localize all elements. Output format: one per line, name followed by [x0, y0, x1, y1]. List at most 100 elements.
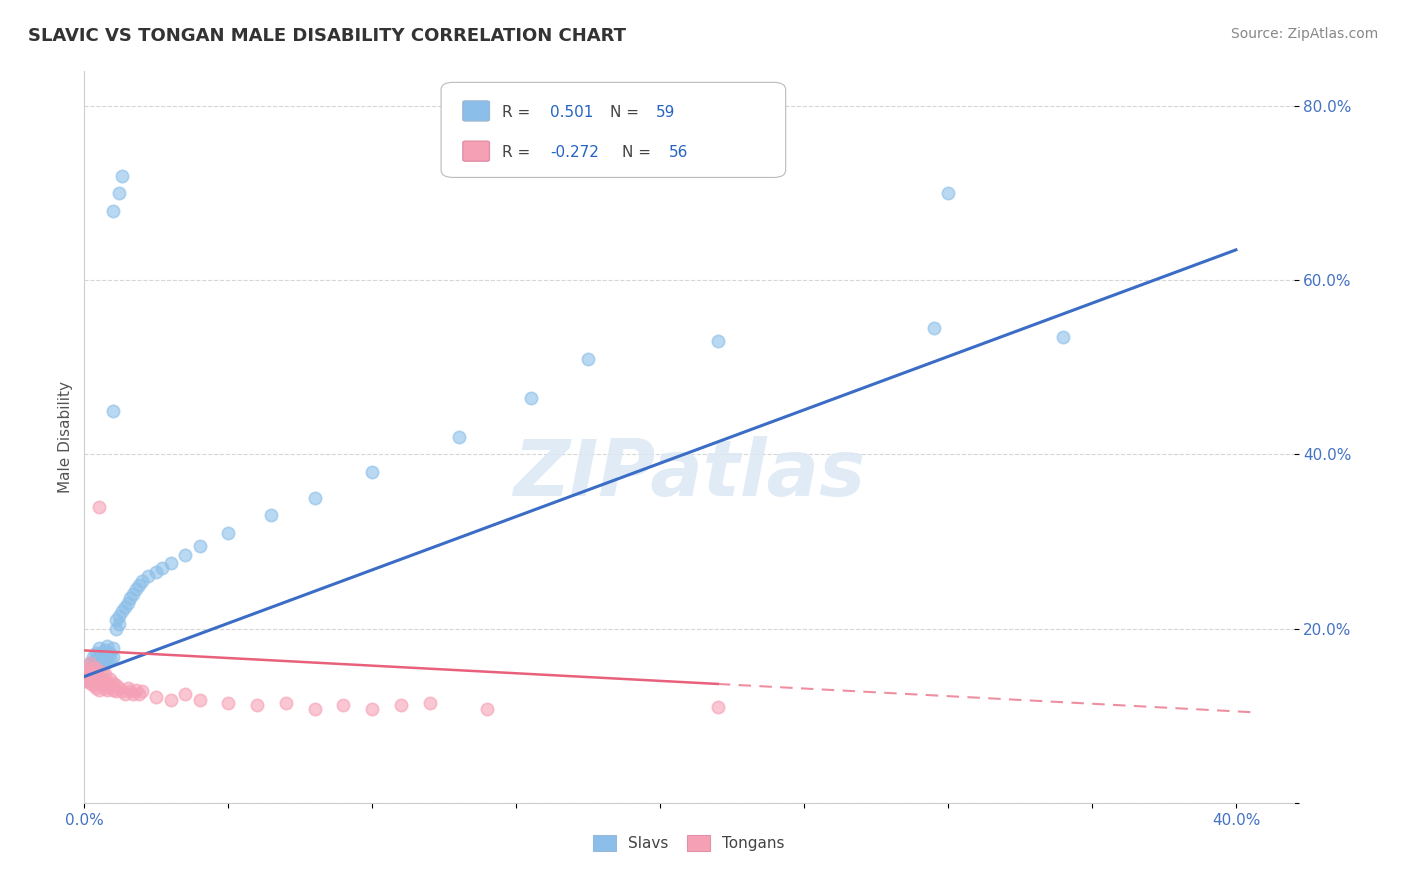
Text: R =: R = — [502, 104, 534, 120]
Point — [79, 669, 101, 683]
Point — [96, 648, 118, 662]
Point — [93, 673, 115, 688]
Point — [82, 678, 104, 692]
FancyBboxPatch shape — [463, 101, 489, 121]
Point — [131, 684, 153, 698]
Point — [419, 696, 441, 710]
Point — [1052, 330, 1074, 344]
Point — [79, 665, 101, 680]
Point — [79, 664, 101, 678]
Point — [98, 652, 121, 666]
Point — [361, 465, 384, 479]
Point — [93, 649, 115, 664]
Point — [79, 657, 101, 671]
Text: ZIPatlas: ZIPatlas — [513, 435, 865, 512]
Point — [101, 649, 124, 664]
Text: 0.501: 0.501 — [550, 104, 593, 120]
Text: 59: 59 — [657, 104, 676, 120]
Point — [84, 652, 107, 666]
Point — [96, 682, 118, 697]
Point — [246, 698, 269, 713]
Point — [76, 673, 98, 688]
Y-axis label: Male Disability: Male Disability — [58, 381, 73, 493]
Point — [108, 681, 131, 695]
Point — [96, 655, 118, 669]
Point — [79, 669, 101, 683]
Point — [87, 655, 110, 669]
Point — [82, 655, 104, 669]
Point — [117, 595, 139, 609]
Point — [93, 643, 115, 657]
FancyBboxPatch shape — [463, 141, 489, 161]
Point — [76, 665, 98, 680]
Point — [145, 565, 167, 579]
Point — [145, 690, 167, 704]
Point — [98, 672, 121, 686]
Point — [108, 608, 131, 623]
Point — [159, 557, 181, 571]
Point — [82, 667, 104, 681]
Point — [304, 491, 326, 505]
Point — [84, 646, 107, 660]
Point — [90, 672, 112, 686]
Point — [389, 698, 412, 713]
Point — [128, 578, 150, 592]
Point — [108, 186, 131, 201]
Point — [101, 640, 124, 655]
Point — [125, 582, 148, 597]
Point — [361, 702, 384, 716]
Point — [125, 682, 148, 697]
Point — [76, 673, 98, 688]
Point — [90, 652, 112, 666]
Point — [120, 591, 142, 606]
Point — [706, 700, 728, 714]
Point — [477, 702, 499, 716]
Point — [274, 696, 297, 710]
Point — [117, 681, 139, 695]
Point — [304, 702, 326, 716]
Point — [84, 667, 107, 681]
Point — [87, 500, 110, 514]
Point — [447, 430, 470, 444]
Point — [114, 687, 136, 701]
Point — [936, 186, 959, 201]
Point — [93, 667, 115, 681]
Point — [159, 693, 181, 707]
Text: R =: R = — [502, 145, 534, 160]
Point — [79, 657, 101, 671]
Point — [260, 508, 283, 523]
Point — [90, 665, 112, 680]
Point — [332, 698, 354, 713]
Point — [84, 665, 107, 680]
Point — [105, 684, 128, 698]
Legend: Slavs, Tongans: Slavs, Tongans — [588, 830, 790, 857]
Point — [101, 675, 124, 690]
Point — [101, 203, 124, 218]
Point — [217, 525, 239, 540]
Point — [87, 682, 110, 697]
Point — [84, 673, 107, 688]
Point — [105, 622, 128, 636]
Point — [76, 665, 98, 680]
Point — [84, 661, 107, 675]
Point — [98, 678, 121, 692]
Point — [98, 646, 121, 660]
Point — [84, 658, 107, 673]
Point — [519, 391, 541, 405]
Point — [111, 684, 134, 698]
Point — [76, 669, 98, 683]
Point — [131, 574, 153, 588]
Point — [87, 661, 110, 675]
Point — [76, 661, 98, 675]
Point — [576, 351, 599, 366]
Point — [105, 613, 128, 627]
Text: Source: ZipAtlas.com: Source: ZipAtlas.com — [1230, 27, 1378, 41]
Point — [188, 539, 211, 553]
Point — [122, 687, 145, 701]
Point — [188, 693, 211, 707]
Point — [150, 560, 173, 574]
Point — [96, 639, 118, 653]
Point — [93, 657, 115, 671]
Point — [90, 646, 112, 660]
FancyBboxPatch shape — [441, 82, 786, 178]
